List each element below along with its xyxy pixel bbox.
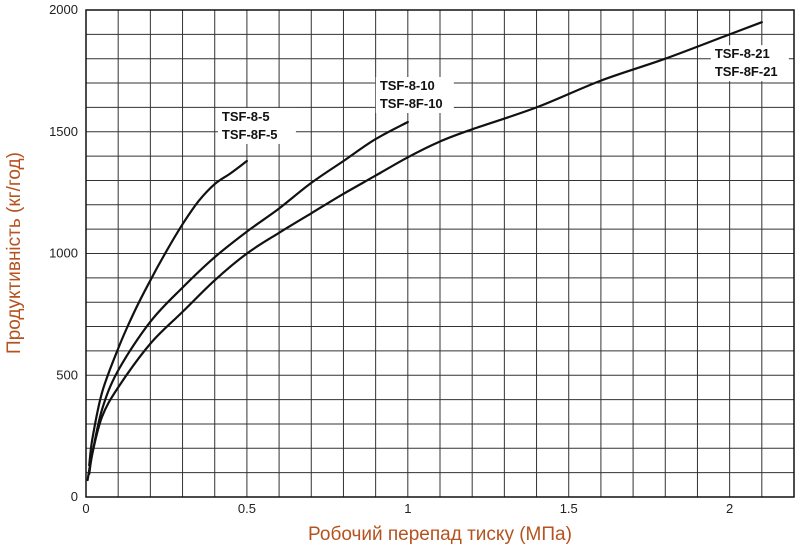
series-label-background bbox=[375, 77, 454, 114]
series-label-2: TSF-8F-10 bbox=[380, 96, 443, 111]
x-tick-label: 0 bbox=[82, 501, 89, 516]
series-line-2 bbox=[88, 120, 409, 475]
series-line-3 bbox=[86, 21, 763, 482]
x-tick-label: 1 bbox=[404, 501, 411, 516]
x-tick-label: 2 bbox=[726, 501, 733, 516]
series-label-1: TSF-8F-5 bbox=[222, 127, 278, 142]
series-label-background bbox=[710, 45, 789, 82]
x-axis-label: Робочий перепад тиску (МПа) bbox=[308, 524, 572, 545]
grid bbox=[86, 10, 794, 497]
y-tick-labels: 0 500 1000 1500 2000 bbox=[49, 2, 78, 504]
y-tick-label: 500 bbox=[56, 367, 78, 382]
x-tick-label: 1.5 bbox=[560, 501, 578, 516]
plot-frame bbox=[85, 9, 795, 498]
y-tick-label: 1000 bbox=[49, 246, 78, 261]
y-axis-label: Продуктивність (кг/год) bbox=[4, 152, 25, 354]
series-label-1: TSF-8-5 bbox=[222, 109, 270, 124]
series-line-1 bbox=[88, 159, 248, 467]
y-tick-label: 2000 bbox=[49, 2, 78, 17]
series-layer: TSF-8-5 TSF-8F-5 TSF-8-10 TSF-8F-10 TSF-8-21… bbox=[86, 21, 789, 482]
x-tick-labels: 0 0.5 1 1.5 2 bbox=[82, 501, 733, 516]
series-label-3: TSF-8-21 bbox=[715, 46, 770, 61]
x-tick-label: 0.5 bbox=[238, 501, 256, 516]
series-label-background bbox=[217, 107, 296, 144]
y-tick-label: 1500 bbox=[49, 124, 78, 139]
series-label-3: TSF-8F-21 bbox=[715, 64, 778, 79]
series-label-2: TSF-8-10 bbox=[380, 78, 435, 93]
y-tick-label: 0 bbox=[71, 489, 78, 504]
